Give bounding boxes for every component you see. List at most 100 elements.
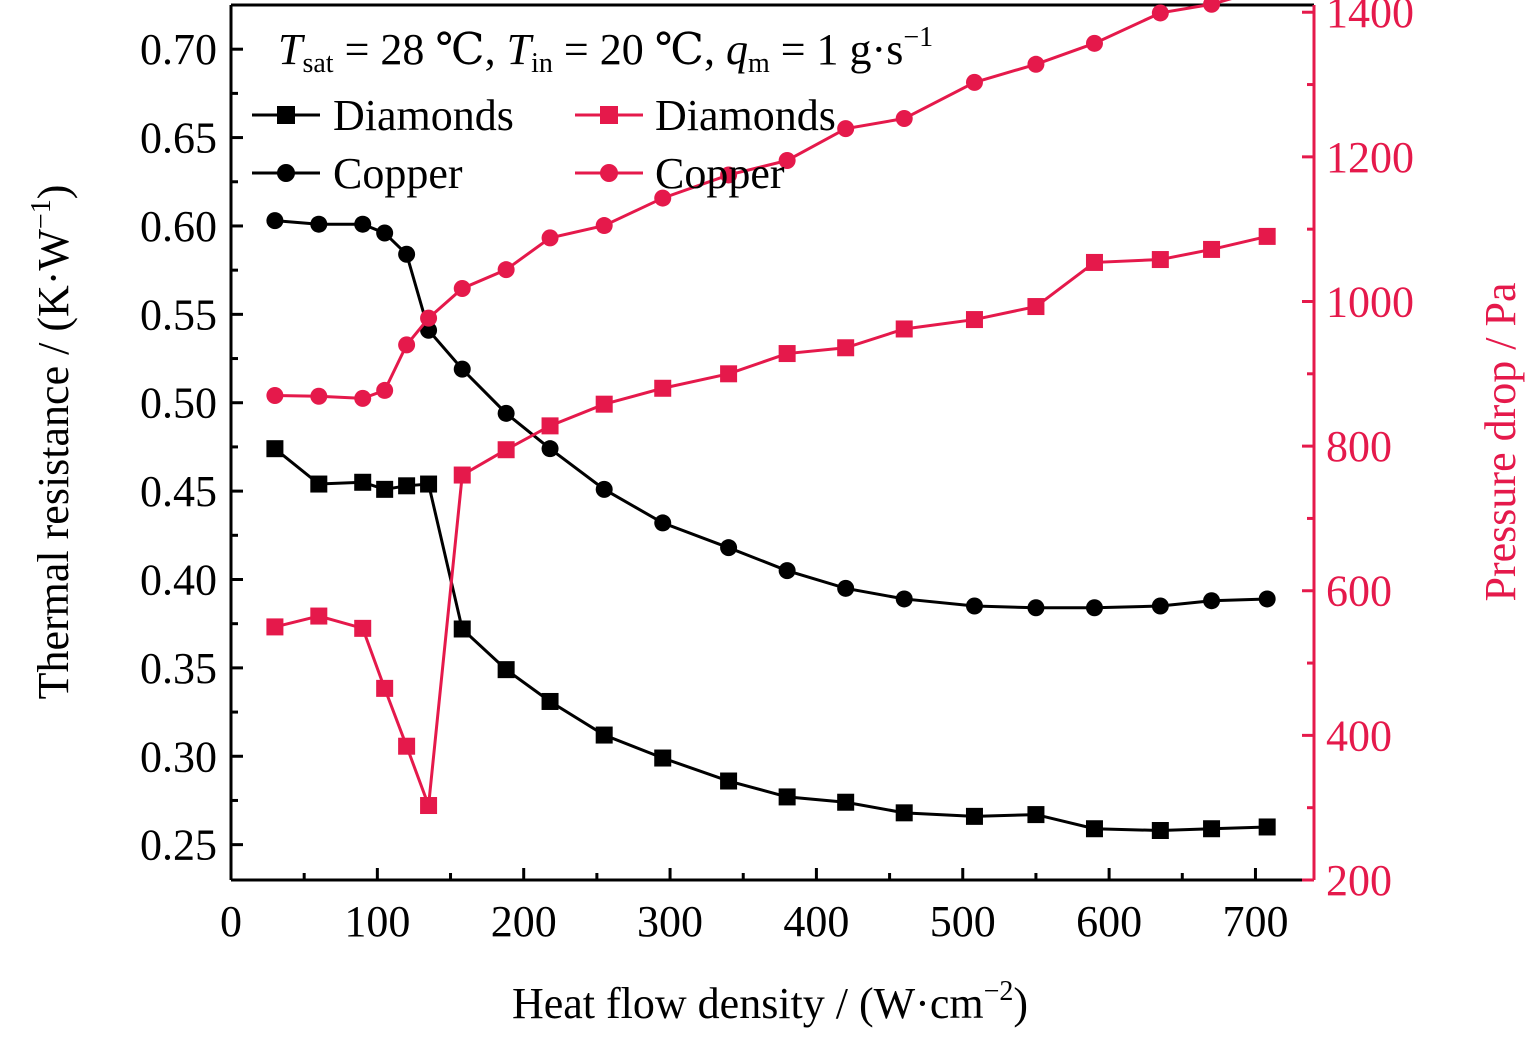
- legend-label-diamonds-left: Diamonds: [333, 91, 514, 140]
- y2-tick-label-1000: 1000: [1326, 277, 1414, 326]
- point-copper-left-11: [720, 539, 738, 557]
- point-copper-left-0: [266, 212, 284, 230]
- point-copper-right-9: [595, 217, 613, 235]
- legend-marker-copper-right: [600, 164, 618, 182]
- point-copper-right-3: [376, 381, 394, 399]
- point-copper-right-11: [720, 166, 738, 184]
- point-copper-right-14: [895, 110, 913, 128]
- x-axis-title-main: Heat flow density / (W·cm: [512, 979, 984, 1028]
- point-copper-left-8: [541, 440, 559, 458]
- point-diamonds-left-9: [595, 726, 613, 744]
- point-diamonds-right-12: [778, 345, 796, 363]
- point-copper-left-15: [965, 597, 983, 615]
- ann-q: q: [726, 25, 748, 74]
- point-copper-left-3: [376, 224, 394, 242]
- point-diamonds-left-11: [720, 772, 738, 790]
- point-diamonds-left-1: [310, 475, 328, 493]
- point-diamonds-left-16: [1027, 806, 1045, 824]
- point-diamonds-left-10: [654, 749, 672, 767]
- point-diamonds-right-20: [1258, 227, 1276, 245]
- legend-marker-diamonds-left: [277, 106, 295, 124]
- point-copper-right-13: [837, 120, 855, 138]
- legend-label-copper-right: Copper: [655, 149, 785, 198]
- y-axis-title-sup: −1: [26, 199, 57, 229]
- point-diamonds-right-3: [376, 679, 394, 697]
- point-diamonds-left-7: [497, 661, 515, 679]
- point-diamonds-right-7: [497, 441, 515, 459]
- point-diamonds-right-14: [895, 320, 913, 338]
- point-copper-left-20: [1258, 590, 1276, 608]
- x-tick-label-200: 200: [491, 897, 557, 946]
- point-copper-right-12: [778, 151, 796, 169]
- y2-tick-label-200: 200: [1326, 856, 1392, 905]
- ann-eq2: = 20 ℃,: [553, 25, 726, 74]
- point-copper-left-18: [1151, 597, 1169, 615]
- point-copper-left-17: [1085, 599, 1103, 617]
- point-copper-left-16: [1027, 599, 1045, 617]
- ann-sat: sat: [302, 48, 333, 79]
- point-diamonds-right-5: [420, 797, 438, 815]
- ann-m: m: [748, 48, 770, 79]
- point-copper-left-12: [778, 562, 796, 580]
- y-tick-label-0.25: 0.25: [140, 821, 217, 870]
- point-copper-left-6: [453, 360, 471, 378]
- y2-tick-label-400: 400: [1326, 711, 1392, 760]
- point-copper-left-13: [837, 579, 855, 597]
- y-tick-label-0.65: 0.65: [140, 114, 217, 163]
- series-layer: [266, 0, 1276, 840]
- point-diamonds-left-17: [1085, 820, 1103, 838]
- point-copper-right-4: [398, 336, 416, 354]
- series-line-diamonds-left: [273, 447, 1268, 833]
- point-copper-left-5: [420, 321, 438, 339]
- y-tick-label-0.70: 0.70: [140, 25, 217, 74]
- y-axis-title-main: Thermal resistance / (K·W: [29, 229, 78, 700]
- point-copper-right-10: [654, 189, 672, 207]
- point-copper-right-15: [965, 73, 983, 91]
- y2-tick-label-800: 800: [1326, 422, 1392, 471]
- point-copper-left-19: [1203, 592, 1221, 610]
- point-copper-right-8: [541, 229, 559, 247]
- point-diamonds-right-2: [354, 619, 372, 637]
- x-axis-title-end: ): [1013, 979, 1028, 1028]
- point-diamonds-left-14: [895, 804, 913, 822]
- point-diamonds-left-8: [541, 692, 559, 710]
- point-diamonds-left-2: [354, 473, 372, 491]
- point-copper-left-4: [398, 245, 416, 263]
- point-copper-right-16: [1027, 55, 1045, 73]
- point-copper-right-7: [497, 261, 515, 279]
- x-axis-title-sup: −2: [984, 976, 1014, 1007]
- point-diamonds-right-18: [1151, 251, 1169, 269]
- y2-tick-label-1200: 1200: [1326, 133, 1414, 182]
- legend: Diamonds Copper Diamonds Copper: [252, 91, 836, 198]
- x-tick-label-300: 300: [637, 897, 703, 946]
- point-diamonds-right-4: [398, 737, 416, 755]
- ann-eq3: = 1 g·s: [770, 25, 904, 74]
- ann-eq1: = 28 ℃,: [334, 25, 507, 74]
- x-tick-label-500: 500: [930, 897, 996, 946]
- point-diamonds-left-4: [398, 477, 416, 495]
- point-copper-left-14: [895, 590, 913, 608]
- point-copper-right-1: [310, 387, 328, 405]
- series-line-copper-left: [274, 219, 1268, 610]
- x-axis-title: Heat flow density / (W·cm−2): [512, 976, 1028, 1028]
- x-tick-label-100: 100: [344, 897, 410, 946]
- y-tick-label-0.60: 0.60: [140, 202, 217, 251]
- point-copper-left-7: [497, 404, 515, 422]
- point-diamonds-right-15: [965, 311, 983, 329]
- ann-T: T: [278, 25, 306, 74]
- conditions-annotation: Tsat = 28 ℃, Tin = 20 ℃, qm = 1 g·s−1: [278, 22, 933, 79]
- y-axis-title-end: ): [29, 185, 78, 200]
- y-axis-title: Thermal resistance / (K·W−1): [26, 185, 78, 700]
- point-diamonds-left-5: [420, 475, 438, 493]
- point-diamonds-left-6: [453, 620, 471, 638]
- point-diamonds-left-18: [1151, 822, 1169, 840]
- point-copper-right-2: [354, 389, 372, 407]
- point-copper-right-0: [266, 386, 284, 404]
- point-diamonds-right-0: [266, 618, 284, 636]
- point-diamonds-right-8: [541, 417, 559, 435]
- point-diamonds-right-19: [1203, 240, 1221, 258]
- ticks-group: 0 100 200 300 400 500 600 700 0.25 0.30 0.35 0.40 0.…: [140, 0, 1414, 946]
- point-diamonds-right-16: [1027, 298, 1045, 316]
